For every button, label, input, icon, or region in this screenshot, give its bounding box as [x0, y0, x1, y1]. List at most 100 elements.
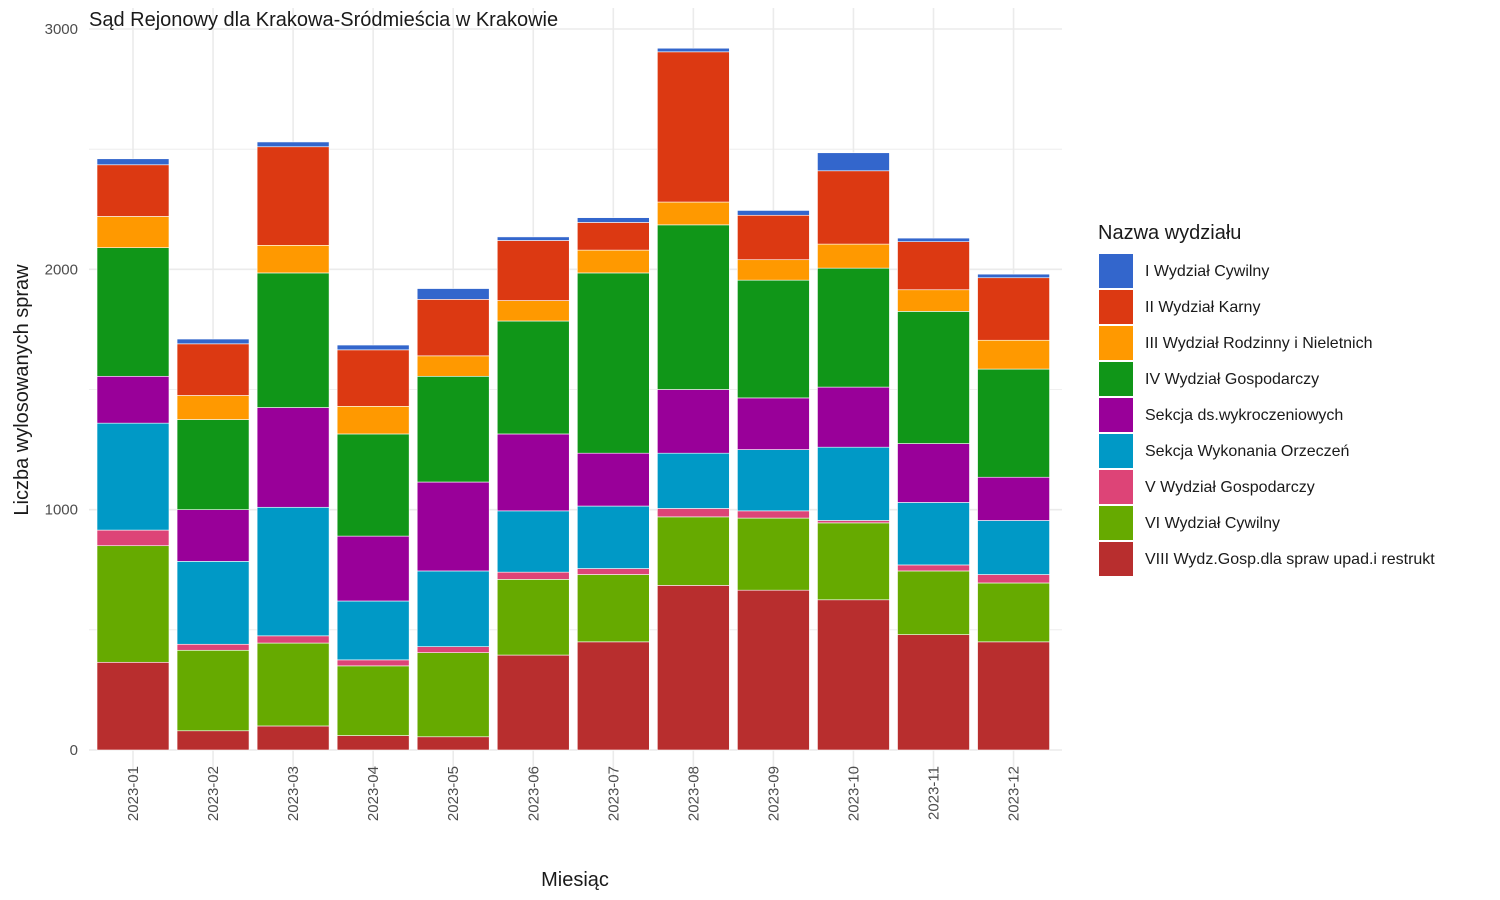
- bar-segment: [657, 516, 730, 586]
- legend-swatch: [1099, 362, 1133, 396]
- chart-title: Sąd Rejonowy dla Krakowa-Sródmieścia w K…: [89, 9, 558, 31]
- bar-segment: [897, 237, 970, 242]
- bar-segment: [897, 443, 970, 503]
- x-tick-label: 2023-03: [285, 766, 302, 821]
- bar-segment: [576, 272, 650, 454]
- bar-segment: [496, 654, 570, 751]
- bar-segment: [256, 642, 330, 727]
- bar-segment: [176, 509, 250, 562]
- legend-title: Nazwa wydziału: [1098, 222, 1241, 244]
- bar-segment: [336, 600, 410, 661]
- bar-segment: [176, 338, 250, 345]
- bar-segment: [817, 386, 890, 448]
- bar-segment: [416, 288, 490, 300]
- y-tick-label: 3000: [45, 21, 78, 38]
- bar-segment: [336, 349, 410, 407]
- bar-segment: [657, 452, 730, 509]
- bar-segment: [977, 520, 1050, 575]
- y-tick-label: 0: [70, 742, 78, 759]
- x-tick-label: 2023-02: [205, 766, 222, 821]
- x-tick-label: 2023-12: [1006, 766, 1023, 821]
- bar-segment: [817, 599, 890, 751]
- bar-segment: [96, 529, 170, 547]
- legend-swatch: [1099, 506, 1133, 540]
- bar-segment: [96, 247, 170, 377]
- bar-segment: [256, 141, 330, 148]
- bar-segment: [96, 661, 170, 751]
- bar-segment: [416, 570, 490, 647]
- bar-segment: [737, 397, 810, 450]
- bar-segment: [416, 646, 490, 653]
- bar-segment: [496, 510, 570, 573]
- bar-segment: [977, 641, 1050, 751]
- bar-segment: [977, 273, 1050, 279]
- x-tick-label: 2023-07: [605, 766, 622, 821]
- x-axis-ticks: 2023-01 2023-02 2023-03 2023-04 2023-05 2023-…: [125, 766, 1023, 821]
- bar-segment: [336, 735, 410, 751]
- bar-segment: [496, 240, 570, 301]
- x-tick-label: 2023-06: [525, 766, 542, 821]
- bar-segment: [977, 574, 1050, 584]
- y-tick-label: 1000: [45, 502, 78, 519]
- bar-segment: [576, 452, 650, 507]
- y-tick-label: 2000: [45, 261, 78, 278]
- bar-segment: [416, 299, 490, 357]
- bar-segment: [737, 259, 810, 281]
- bar-segment: [176, 343, 250, 396]
- bar-segment: [977, 277, 1050, 341]
- bar-segment: [416, 375, 490, 483]
- bar-segment: [416, 652, 490, 738]
- bar-segment: [977, 339, 1050, 370]
- bar-segment: [176, 419, 250, 510]
- bar-segment: [256, 407, 330, 508]
- bar-segment: [817, 520, 890, 524]
- x-tick-label: 2023-10: [845, 766, 862, 821]
- bar-segment: [576, 217, 650, 223]
- legend-label: III Wydział Rodzinny i Nieletnich: [1145, 335, 1373, 352]
- legend-swatch: [1099, 542, 1133, 576]
- bar-segment: [336, 535, 410, 602]
- legend-label: VI Wydział Cywilny: [1145, 515, 1280, 532]
- bar-segment: [496, 433, 570, 512]
- legend-label: IV Wydział Gospodarczy: [1145, 371, 1319, 388]
- bar-segment: [96, 216, 170, 249]
- bar-segment: [96, 158, 170, 166]
- legend-swatch: [1099, 470, 1133, 504]
- legend-swatch: [1099, 398, 1133, 432]
- bar-segment: [496, 320, 570, 435]
- bar-segment: [897, 289, 970, 312]
- bar-segment: [657, 51, 730, 203]
- legend-swatch: [1099, 254, 1133, 288]
- x-tick-label: 2023-05: [445, 766, 462, 821]
- bar-segment: [256, 506, 330, 637]
- bar-segment: [176, 649, 250, 732]
- legend-label: Sekcja Wykonania Orzeczeń: [1145, 443, 1349, 460]
- bar-segment: [657, 585, 730, 751]
- legend-swatch: [1099, 434, 1133, 468]
- bar-segment: [657, 201, 730, 226]
- bar-segment: [96, 545, 170, 663]
- bar-segment: [256, 725, 330, 751]
- bar-segment: [657, 224, 730, 390]
- bar-segment: [576, 505, 650, 569]
- bar-segment: [657, 47, 730, 53]
- bar-segment: [817, 522, 890, 601]
- y-axis-ticks: 0 1000 2000 3000: [45, 21, 78, 759]
- bar-segment: [96, 422, 170, 531]
- bar-segment: [176, 395, 250, 420]
- bar-segment: [817, 243, 890, 269]
- bar-segment: [737, 214, 810, 261]
- bar-segment: [977, 582, 1050, 643]
- bar-segment: [817, 267, 890, 388]
- bar-segment: [657, 389, 730, 454]
- bar-segment: [897, 570, 970, 635]
- legend-label: II Wydział Karny: [1145, 299, 1260, 316]
- bar-segment: [817, 152, 890, 172]
- bar-segment: [96, 164, 170, 217]
- bar-segment: [416, 355, 490, 377]
- bar-segment: [737, 449, 810, 512]
- bar-segment: [897, 241, 970, 291]
- x-tick-label: 2023-04: [365, 766, 382, 821]
- x-axis-title: Miesiąc: [541, 869, 609, 891]
- bar-segment: [416, 481, 490, 572]
